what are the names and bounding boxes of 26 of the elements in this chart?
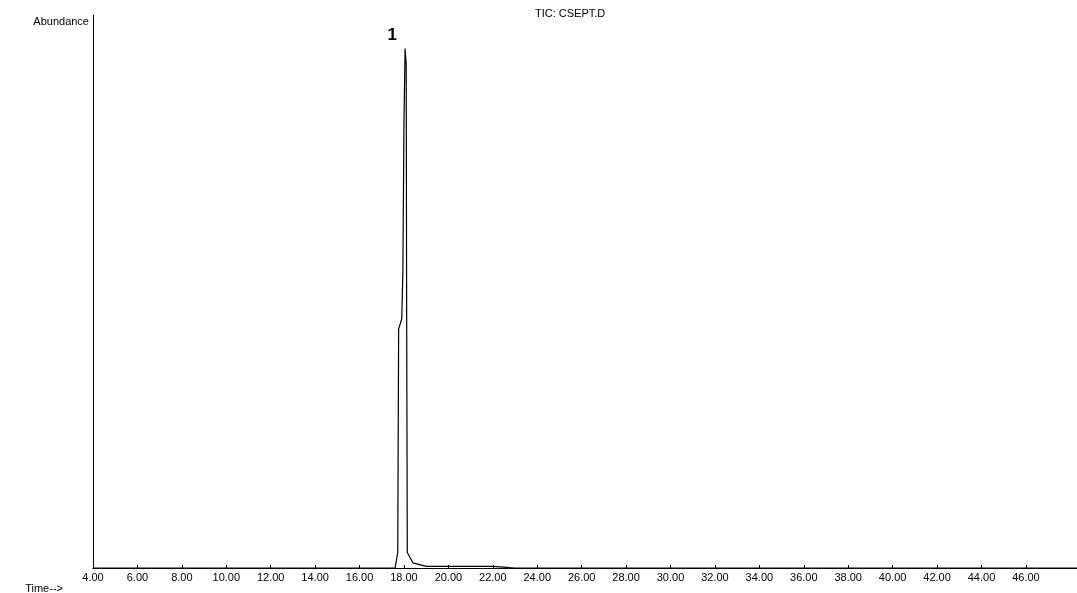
y-axis-title: Abundance: [33, 14, 89, 27]
x-tick-label: 8.00: [171, 570, 193, 583]
x-tick-label: 28.00: [612, 570, 640, 583]
x-tick-label: 16.00: [345, 570, 374, 583]
chart-title: TIC: CSEPT.D: [535, 6, 606, 19]
x-tick-label: 18.00: [390, 570, 418, 583]
x-tick-label: 44.00: [967, 570, 996, 583]
x-tick-label: 24.00: [523, 570, 552, 583]
x-tick-label: 36.00: [790, 570, 818, 583]
x-tick-label: 46.00: [1012, 570, 1040, 583]
x-tick-label: 30.00: [656, 570, 685, 583]
x-tick-label: 20.00: [434, 570, 463, 583]
x-tick-label: 38.00: [834, 570, 862, 583]
x-tick-label: 42.00: [923, 570, 951, 583]
x-tick-label: 26.00: [567, 570, 596, 583]
x-tick-label: 32.00: [701, 570, 729, 583]
x-tick-label: 22.00: [479, 570, 507, 583]
x-tick-label: 40.00: [878, 570, 907, 583]
annotation: 1: [387, 24, 398, 44]
x-tick-label: 12.00: [256, 570, 285, 583]
x-tick-label: 14.00: [301, 570, 329, 583]
x-tick-label: 10.00: [212, 570, 241, 583]
x-axis-title: Time-->: [25, 581, 63, 593]
x-tick-label: 6.00: [126, 570, 149, 583]
x-tick-label: 4.00: [82, 570, 104, 583]
x-tick-label: 34.00: [745, 570, 774, 583]
